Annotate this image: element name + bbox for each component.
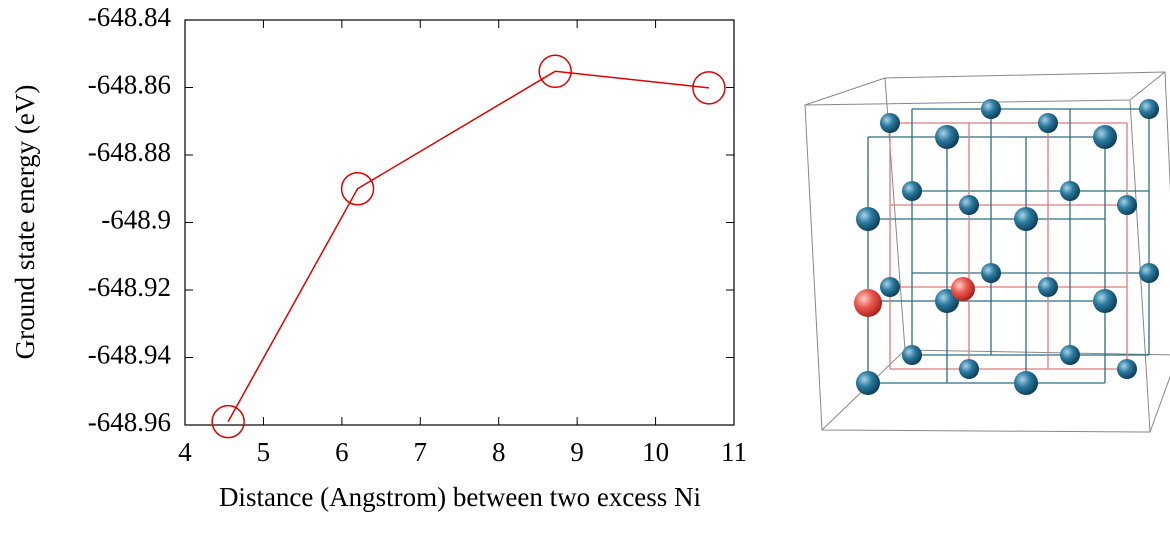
atom — [959, 195, 979, 215]
y-tick-label: -648.96 — [88, 407, 171, 437]
plot-frame — [184, 19, 735, 426]
atom — [1038, 277, 1058, 297]
x-tick-label: 9 — [570, 437, 584, 467]
x-tick-label: 4 — [178, 437, 192, 467]
data-point — [692, 71, 726, 105]
y-tick-label: -648.94 — [88, 340, 172, 370]
x-tick-label: 5 — [257, 437, 271, 467]
atom — [1093, 289, 1117, 313]
atom — [880, 113, 900, 133]
atom — [1060, 345, 1080, 365]
atom — [856, 371, 880, 395]
atom — [959, 359, 979, 379]
x-tick-label: 11 — [721, 437, 747, 467]
atom — [902, 345, 922, 365]
atom — [935, 125, 959, 149]
atom — [1117, 195, 1137, 215]
x-axis-title: Distance (Angstrom) between two excess N… — [219, 482, 701, 512]
atom-excess — [854, 289, 882, 317]
y-tick-label: -648.84 — [88, 2, 172, 32]
data-line — [227, 70, 709, 422]
atom — [1014, 207, 1038, 231]
data-point — [211, 404, 245, 439]
atom — [1093, 125, 1117, 149]
plot: 4 5 6 7 8 9 10 11 -648.96 -648.94 -648.92 -648.9 -64… — [88, 2, 747, 467]
atom — [1060, 181, 1080, 201]
x-tick-label: 6 — [335, 437, 349, 467]
data-point — [340, 172, 375, 206]
atom — [880, 277, 900, 297]
y-tick-label: -648.92 — [88, 272, 171, 302]
x-tick-label: 7 — [414, 437, 428, 467]
atom-excess — [951, 277, 975, 301]
atom — [1117, 359, 1137, 379]
atom — [1139, 99, 1159, 119]
atom — [856, 207, 880, 231]
y-tick-label: -648.9 — [101, 205, 171, 235]
atom — [1014, 371, 1038, 395]
x-tick-label: 8 — [492, 437, 506, 467]
cell-edge — [804, 71, 1166, 106]
atom — [1038, 113, 1058, 133]
y-tick-label: -648.88 — [88, 137, 171, 167]
data-point — [538, 54, 572, 89]
y-tick-label: -648.86 — [88, 70, 171, 100]
cell-edge — [1129, 99, 1151, 433]
atom — [981, 99, 1001, 119]
atom — [1139, 263, 1159, 283]
atom — [902, 181, 922, 201]
y-axis-title: Ground state energy (eV) — [10, 85, 40, 360]
atom — [981, 263, 1001, 283]
x-tick-label: 10 — [642, 437, 669, 467]
crystal-structure — [804, 71, 1170, 433]
